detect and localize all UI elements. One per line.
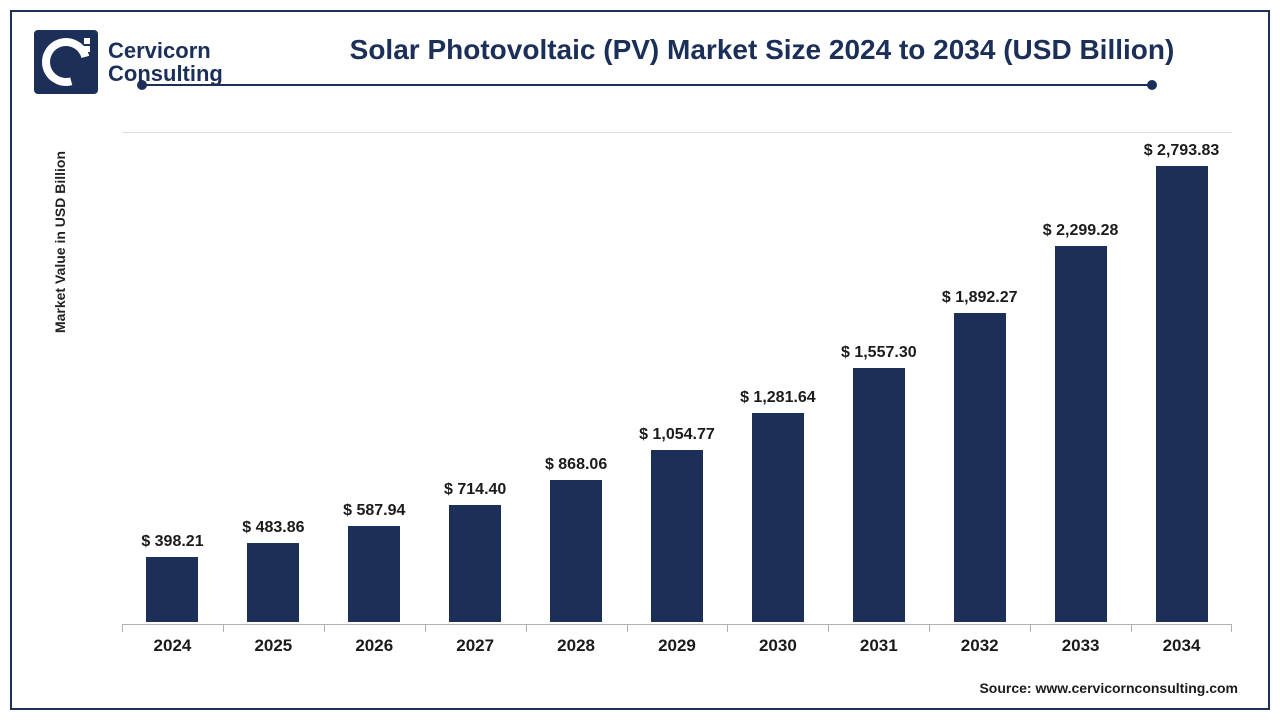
x-tick: 2027 (425, 624, 526, 656)
bar (146, 557, 198, 622)
x-tick-label: 2030 (759, 636, 797, 656)
bar-slot: $ 1,281.64 (727, 132, 828, 622)
bar-value-label: $ 1,281.64 (740, 389, 816, 407)
bar-value-label: $ 483.86 (242, 519, 304, 537)
bar-slot: $ 2,299.28 (1030, 132, 1131, 622)
logo-line1: Cervicorn (108, 39, 223, 62)
logo-line2: Consulting (108, 62, 223, 85)
bar (348, 526, 400, 622)
bar-value-label: $ 587.94 (343, 502, 405, 520)
bar (1055, 246, 1107, 622)
x-tick: 2032 (929, 624, 1030, 656)
bar-slot: $ 587.94 (324, 132, 425, 622)
bar-value-label: $ 398.21 (141, 533, 203, 551)
x-tick-label: 2031 (860, 636, 898, 656)
bar-value-label: $ 2,793.83 (1144, 142, 1220, 160)
x-tick-label: 2025 (254, 636, 292, 656)
bar-slot: $ 483.86 (223, 132, 324, 622)
x-tick: 2033 (1030, 624, 1131, 656)
bar-slot: $ 1,557.30 (828, 132, 929, 622)
bar-value-label: $ 1,557.30 (841, 344, 917, 362)
bar-value-label: $ 1,892.27 (942, 289, 1018, 307)
bars-container: $ 398.21 $ 483.86 $ 587.94 $ 714.40 $ 868.06… (122, 132, 1232, 622)
x-tick: 2034 (1131, 624, 1232, 656)
title-underline (142, 84, 1152, 86)
x-axis: 2024 2025 2026 2027 2028 2029 2030 2031 2032 2033… (122, 624, 1232, 664)
x-tick-label: 2034 (1163, 636, 1201, 656)
bar (651, 450, 703, 622)
x-tick-label: 2029 (658, 636, 696, 656)
x-tick: 2029 (627, 624, 728, 656)
bar (449, 505, 501, 622)
x-tick-label: 2032 (961, 636, 999, 656)
logo-mark-icon (34, 30, 98, 94)
plot-area: $ 398.21 $ 483.86 $ 587.94 $ 714.40 $ 868.06… (122, 132, 1232, 622)
x-tick-label: 2033 (1062, 636, 1100, 656)
x-tick: 2024 (122, 624, 223, 656)
bar-value-label: $ 714.40 (444, 481, 506, 499)
bar-slot: $ 1,054.77 (627, 132, 728, 622)
bar (752, 413, 804, 622)
x-tick-label: 2024 (154, 636, 192, 656)
bar-slot: $ 398.21 (122, 132, 223, 622)
bar-value-label: $ 868.06 (545, 456, 607, 474)
bar-slot: $ 2,793.83 (1131, 132, 1232, 622)
source-attribution: Source: www.cervicornconsulting.com (979, 680, 1238, 696)
x-axis-ticks: 2024 2025 2026 2027 2028 2029 2030 2031 2032 2033… (122, 624, 1232, 656)
chart-frame: Cervicorn Consulting Solar Photovoltaic … (10, 10, 1270, 710)
bar-slot: $ 714.40 (425, 132, 526, 622)
x-tick: 2026 (324, 624, 425, 656)
x-tick-label: 2028 (557, 636, 595, 656)
x-tick: 2025 (223, 624, 324, 656)
bar (247, 543, 299, 622)
x-tick: 2028 (526, 624, 627, 656)
bar (1156, 166, 1208, 622)
bar-value-label: $ 2,299.28 (1043, 222, 1119, 240)
bar (954, 313, 1006, 622)
x-tick-label: 2026 (355, 636, 393, 656)
chart-title: Solar Photovoltaic (PV) Market Size 2024… (312, 34, 1212, 66)
bar-slot: $ 868.06 (526, 132, 627, 622)
bar (853, 368, 905, 622)
bar (550, 480, 602, 622)
bar-slot: $ 1,892.27 (929, 132, 1030, 622)
bar-value-label: $ 1,054.77 (639, 426, 715, 444)
logo-text: Cervicorn Consulting (108, 39, 223, 85)
x-tick-label: 2027 (456, 636, 494, 656)
x-tick: 2031 (828, 624, 929, 656)
y-axis-label: Market Value in USD Billion (52, 92, 68, 392)
x-tick: 2030 (727, 624, 828, 656)
